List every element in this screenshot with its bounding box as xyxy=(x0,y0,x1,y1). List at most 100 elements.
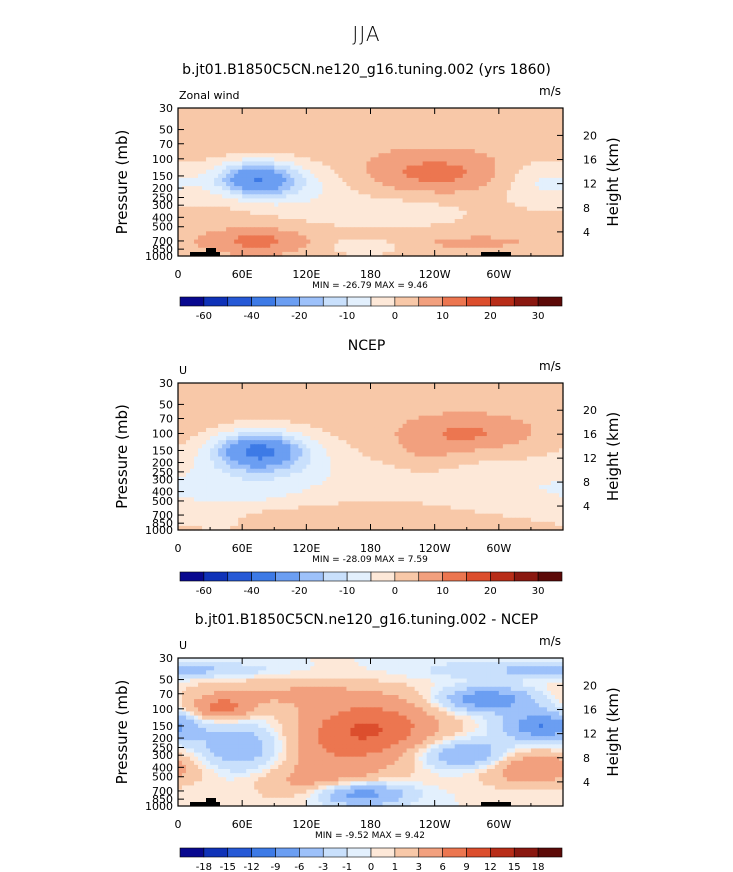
contour-cell xyxy=(414,251,420,257)
contour-cell xyxy=(390,206,396,212)
contour-cell xyxy=(358,440,364,445)
contour-cell xyxy=(542,186,548,191)
contour-cell xyxy=(354,399,360,405)
contour-cell xyxy=(206,177,211,183)
contour-cell xyxy=(186,120,191,126)
contour-cell xyxy=(186,214,191,220)
contour-cell xyxy=(426,223,432,228)
contour-cell xyxy=(238,423,243,429)
contour-cell xyxy=(182,243,187,249)
contour-cell xyxy=(266,128,271,134)
contour-cell xyxy=(318,227,323,232)
contour-cell xyxy=(446,415,452,421)
contour-cell xyxy=(398,415,404,421)
contour-cell xyxy=(182,214,187,220)
contour-cell xyxy=(406,395,412,400)
contour-cell xyxy=(294,214,299,220)
contour-cell xyxy=(238,387,243,392)
contour-cell xyxy=(394,186,400,191)
contour-cell xyxy=(374,145,380,150)
contour-cell xyxy=(434,120,440,126)
contour-cell xyxy=(230,136,235,142)
contour-cell xyxy=(518,395,524,400)
contour-cell xyxy=(418,219,424,224)
contour-cell xyxy=(386,407,392,413)
colorbar-swatch xyxy=(537,296,563,307)
contour-cell xyxy=(186,399,191,405)
contour-cell xyxy=(226,157,231,163)
contour-cell xyxy=(194,223,199,228)
contour-cell xyxy=(258,219,263,224)
contour-cell xyxy=(414,136,420,142)
contour-cell xyxy=(226,161,231,167)
contour-cell xyxy=(482,206,488,212)
contour-cell xyxy=(418,423,424,429)
contour-cell xyxy=(462,108,468,113)
contour-cell xyxy=(402,243,408,249)
contour-cell xyxy=(394,112,400,117)
contour-cell xyxy=(514,239,520,245)
contour-cell xyxy=(250,161,255,167)
contour-cell xyxy=(230,149,235,154)
contour-cell xyxy=(422,239,428,245)
contour-cell xyxy=(390,432,396,437)
contour-cell xyxy=(438,210,444,216)
contour-cell xyxy=(466,436,472,441)
contour-cell xyxy=(262,210,267,216)
contour-cell xyxy=(262,427,267,433)
contour-cell xyxy=(202,161,207,167)
contour-cell xyxy=(358,251,364,257)
contour-cell xyxy=(530,210,536,216)
contour-cell xyxy=(414,210,420,216)
contour-cell xyxy=(514,423,520,429)
contour-cell xyxy=(446,239,452,245)
contour-cell xyxy=(282,214,287,220)
x-tick-label: 0 xyxy=(175,268,182,281)
contour-cell xyxy=(542,383,548,388)
contour-cell xyxy=(470,206,476,212)
contour-cell xyxy=(218,173,223,179)
contour-cell xyxy=(294,206,299,212)
contour-cell xyxy=(286,214,291,220)
contour-cell xyxy=(182,169,187,175)
contour-cell xyxy=(274,427,279,433)
contour-cell xyxy=(530,169,536,175)
contour-cell xyxy=(238,153,243,158)
contour-cell xyxy=(506,243,512,249)
contour-cell xyxy=(366,173,372,179)
contour-cell xyxy=(474,153,480,158)
contour-cell xyxy=(450,173,456,179)
contour-cell xyxy=(222,210,227,216)
contour-cell xyxy=(226,132,231,138)
contour-cell xyxy=(542,177,548,183)
contour-cell xyxy=(326,407,331,413)
contour-cell xyxy=(486,153,492,158)
contour-cell xyxy=(494,182,500,187)
contour-cell xyxy=(474,173,480,179)
contour-cell xyxy=(338,391,344,396)
contour-cell xyxy=(182,223,187,228)
contour-cell xyxy=(518,108,524,113)
contour-cell xyxy=(194,403,199,409)
contour-cell xyxy=(394,210,400,216)
contour-cell xyxy=(290,432,295,437)
contour-cell xyxy=(438,165,444,171)
contour-cell xyxy=(510,440,516,445)
contour-cell xyxy=(390,399,396,405)
contour-cell xyxy=(250,391,255,396)
contour-cell xyxy=(406,399,412,405)
contour-cell xyxy=(422,387,428,392)
contour-cell xyxy=(370,391,376,396)
contour-cell xyxy=(430,206,436,212)
contour-cell xyxy=(518,407,524,413)
contour-cell xyxy=(330,124,336,130)
contour-cell xyxy=(410,239,416,245)
contour-cell xyxy=(290,140,295,146)
contour-cell xyxy=(286,247,291,253)
contour-cell xyxy=(414,423,420,429)
contour-cell xyxy=(394,436,400,441)
contour-cell xyxy=(386,235,392,241)
contour-cell xyxy=(226,243,231,249)
contour-cell xyxy=(206,427,211,433)
contour-cell xyxy=(502,161,508,167)
